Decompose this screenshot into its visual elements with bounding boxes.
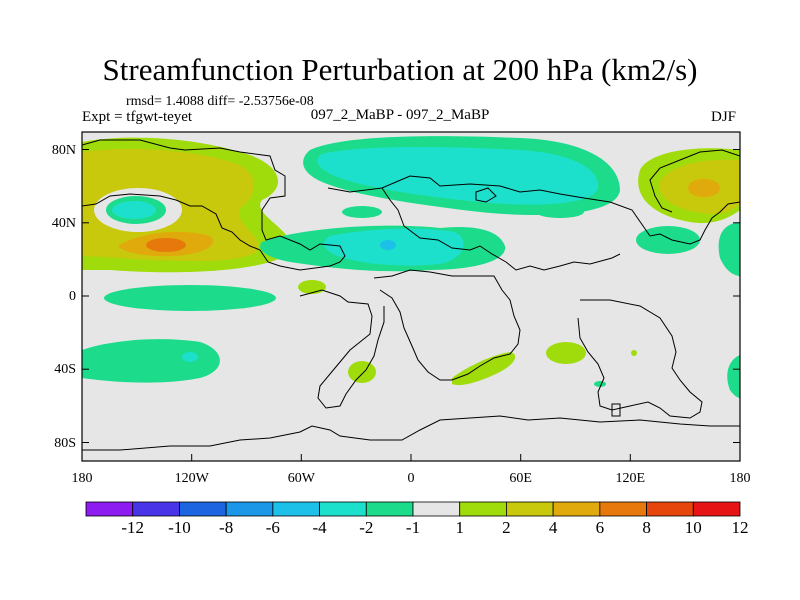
lon-tick-label: 60E [509,471,532,486]
contour-positive-south-tiny [631,350,637,356]
lon-tick-label: 120E [616,471,646,486]
contour-negative-mid-4 [380,240,396,250]
contour-negative-south [82,339,220,383]
season-label: DJF [711,109,737,125]
colorbar-label: -2 [359,518,373,537]
contour-negative-small-a [342,206,382,218]
colorbar-label: 2 [502,518,511,537]
colorbar-swatch [85,501,134,517]
contour-negative-tropic [104,285,276,311]
colorbar-swatch [692,501,741,517]
coastline-south-america [299,289,385,409]
colorbar-label: 8 [642,518,651,537]
contour-negative-north-2 [317,147,599,205]
colorbar-label: 1 [455,518,464,537]
coastline-island-a [611,403,621,417]
colorbar-swatch [599,501,647,517]
colorbar-swatch [272,501,320,517]
colorbar-label: -6 [266,518,280,537]
contour-negative-se [727,355,740,398]
contour-negative-nw-2 [112,201,156,219]
contour-positive-south-c [546,342,586,364]
lat-tick-label: 80S [54,436,76,451]
coastline-australia [577,299,703,419]
lon-tick-label: 60W [288,471,316,486]
contour-negative-ne [718,222,740,276]
colorbar-label: -1 [406,518,420,537]
lon-axis-labels: 180 120W 60W 0 60E 120E 180 [72,471,751,486]
lon-tick-label: 120W [175,471,210,486]
lon-tick-label: 180 [730,471,751,486]
cases-label: 097_2_MaBP - 097_2_MaBP [310,107,490,123]
colorbar-swatch [319,501,367,517]
colorbar-label: 10 [685,518,702,537]
contour-positive-south-b [452,352,516,386]
contour-negative-small-b [536,206,584,218]
lon-tick-label: 0 [408,471,415,486]
coastline-africa [373,269,521,381]
colorbar-swatch [459,501,507,517]
contour-negative-ne-b [636,226,700,254]
colorbar-label: -10 [168,518,191,537]
coastline-eurasia [327,175,740,245]
colorbar-swatch [225,501,274,517]
colorbar-swatch [412,501,461,517]
coastlines [82,139,740,451]
colorbar-label: -4 [312,518,327,537]
coastline-europe [381,187,621,271]
colorbar-label: -12 [121,518,144,537]
lat-tick-label: 40N [52,216,76,231]
stats-label: rmsd= 1.4088 diff= -2.53756e-08 [126,94,314,109]
lat-tick-label: 80N [52,143,76,158]
contour-positive-ne-6 [688,179,720,197]
colorbar-swatch [179,501,227,517]
coastline-northeast [649,149,740,213]
colorbar-label: -8 [219,518,233,537]
coastline-island-b [475,187,497,203]
contour-positive-tropic [298,280,326,294]
colorbar-label: 12 [732,518,749,537]
colorbar-label: 6 [596,518,605,537]
colorbar: -12 -10 -8 -6 -4 -2 -1 1 2 4 6 8 10 12 [85,501,749,537]
coastline-north-america [82,139,346,271]
colorbar-swatch [646,501,694,517]
plot-title: Streamfunction Perturbation at 200 hPa (… [102,52,698,87]
lat-axis-labels: 80N 40N 0 40S 80S [52,143,76,451]
lat-tick-label: 0 [69,289,76,304]
contour-positive-south-a [348,361,376,383]
tick-marks [81,149,741,461]
coastline-antarctica [82,415,740,451]
colorbar-label: 4 [549,518,558,537]
lon-tick-label: 180 [72,471,93,486]
lat-tick-label: 40S [54,362,76,377]
contour-negative-south-2 [182,352,198,362]
colorbar-swatch [365,501,414,517]
colorbar-swatch [132,501,180,517]
colorbar-swatch [552,501,601,517]
contour-negative-south-small [594,381,606,387]
contour-positive-nw-8 [146,238,186,252]
experiment-label: Expt = tfgwt-teyet [82,109,193,125]
colorbar-swatch [506,501,554,517]
